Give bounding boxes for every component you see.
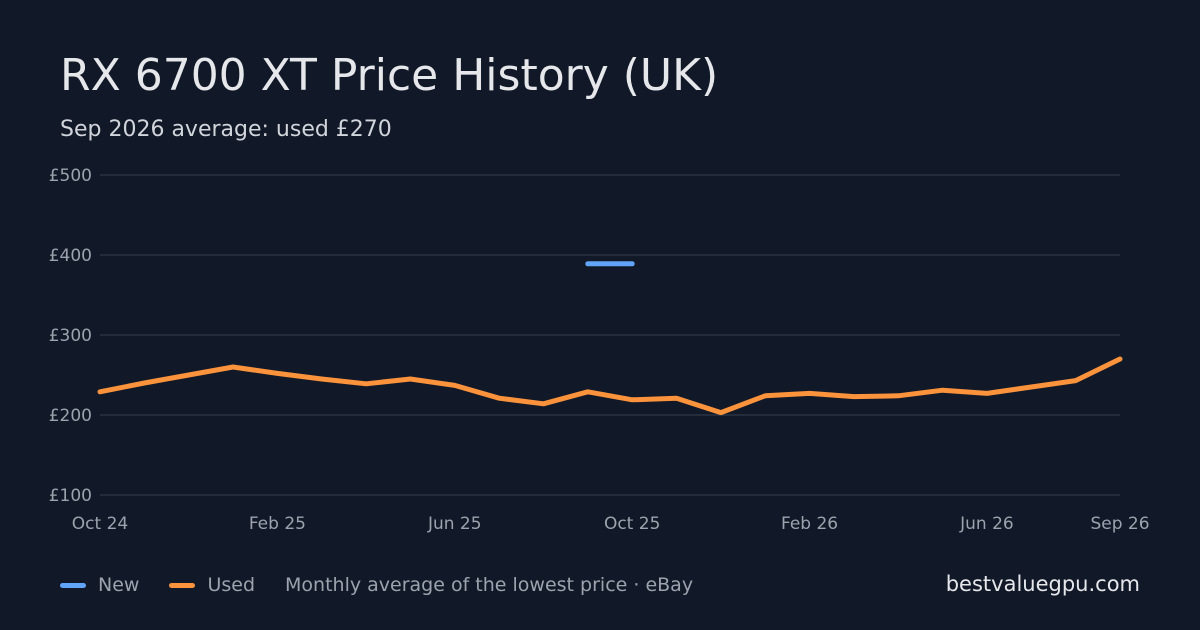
x-axis-ticks: Oct 24 Feb 25 Jun 25 Oct 25 Feb 26 Jun 26 Sep … — [72, 514, 1150, 534]
x-tick-label: Jun 25 — [427, 514, 482, 534]
x-tick-label: Feb 26 — [781, 514, 838, 534]
chart-subtitle: Sep 2026 average: used £270 — [60, 117, 392, 142]
legend-label-new: New — [98, 574, 140, 596]
grid-lines — [100, 174, 1120, 496]
y-tick-label: £300 — [49, 326, 92, 346]
x-tick-label: Feb 25 — [249, 514, 306, 534]
x-tick-label: Sep 26 — [1090, 514, 1149, 534]
legend-item-used: Used — [169, 574, 255, 596]
chart-title: RX 6700 XT Price History (UK) — [60, 50, 719, 101]
brand-link[interactable]: bestvaluegpu.com — [945, 572, 1140, 596]
source-note: Monthly average of the lowest price · eB… — [285, 574, 694, 596]
x-tick-label: Jun 26 — [959, 514, 1014, 534]
legend-label-used: Used — [207, 574, 256, 596]
y-tick-label: £100 — [49, 486, 92, 506]
series-line-used — [97, 356, 1123, 416]
legend-swatch-new — [60, 582, 86, 588]
chart-legend: New Used Monthly average of the lowest p… — [60, 574, 693, 596]
legend-item-new: New — [60, 574, 139, 596]
x-tick-label: Oct 25 — [604, 514, 660, 534]
legend-swatch-used — [169, 582, 196, 588]
y-axis-ticks: £100 £200 £300 £400 £500 — [49, 166, 92, 506]
y-tick-label: £400 — [49, 246, 92, 266]
y-tick-label: £500 — [49, 166, 92, 186]
series-lines — [97, 261, 1123, 416]
y-tick-label: £200 — [49, 406, 92, 426]
x-tick-label: Oct 24 — [72, 514, 128, 534]
